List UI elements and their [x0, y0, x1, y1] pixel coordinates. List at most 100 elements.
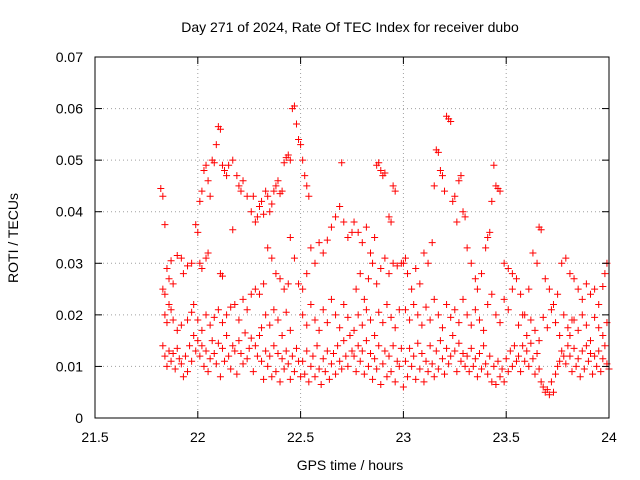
data-point — [354, 342, 362, 350]
data-point — [455, 339, 463, 347]
data-point — [601, 270, 609, 278]
data-point — [574, 355, 582, 363]
chart-title: Day 271 of 2024, Rate Of TEC Index for r… — [181, 19, 519, 35]
data-point — [243, 192, 251, 200]
data-point — [282, 347, 290, 355]
data-point — [496, 373, 504, 381]
data-point — [181, 352, 189, 360]
data-point — [245, 344, 253, 352]
data-point — [200, 166, 208, 174]
data-point — [385, 270, 393, 278]
y-tick-label: 0.07 — [56, 49, 83, 65]
data-point — [578, 347, 586, 355]
data-point — [471, 355, 479, 363]
data-point — [352, 368, 360, 376]
data-point — [179, 270, 187, 278]
data-point — [443, 301, 451, 309]
data-point — [418, 350, 426, 358]
data-point — [169, 280, 177, 288]
data-point — [290, 254, 298, 262]
data-point — [377, 264, 385, 272]
data-point — [580, 365, 588, 373]
data-point — [523, 347, 531, 355]
data-point — [198, 264, 206, 272]
data-point — [202, 161, 210, 169]
data-point — [455, 177, 463, 185]
data-point — [535, 337, 543, 345]
data-point — [206, 355, 214, 363]
data-point — [340, 337, 348, 345]
data-point — [358, 239, 366, 247]
data-point — [159, 192, 167, 200]
data-point — [461, 362, 469, 370]
data-point — [299, 357, 307, 365]
data-point — [568, 368, 576, 376]
data-point — [184, 316, 192, 324]
data-point — [258, 324, 266, 332]
data-point — [247, 208, 255, 216]
data-point — [286, 375, 294, 383]
data-point — [227, 365, 235, 373]
data-point — [377, 166, 385, 174]
data-point — [391, 324, 399, 332]
data-point — [383, 373, 391, 381]
data-point — [373, 365, 381, 373]
data-point — [192, 221, 200, 229]
data-point — [428, 360, 436, 368]
data-point — [362, 337, 370, 345]
data-point — [399, 259, 407, 267]
data-point — [455, 319, 463, 327]
data-point — [212, 360, 220, 368]
data-point — [527, 339, 535, 347]
data-point — [467, 259, 475, 267]
data-point — [364, 275, 372, 283]
data-point — [161, 352, 169, 360]
data-point — [591, 285, 599, 293]
data-point — [274, 177, 282, 185]
data-point — [478, 270, 486, 278]
data-point — [274, 316, 282, 324]
data-point — [480, 326, 488, 334]
data-point — [578, 311, 586, 319]
data-point — [307, 301, 315, 309]
data-point — [566, 331, 574, 339]
data-point — [212, 141, 220, 149]
data-point — [184, 368, 192, 376]
data-point — [506, 347, 514, 355]
data-point — [535, 365, 543, 373]
data-point — [556, 357, 564, 365]
data-point — [502, 355, 510, 363]
data-point — [255, 290, 263, 298]
data-point — [186, 342, 194, 350]
data-point — [276, 275, 284, 283]
data-point — [383, 301, 391, 309]
data-point — [408, 362, 416, 370]
y-tick-label: 0.01 — [56, 358, 83, 374]
data-point — [531, 370, 539, 378]
data-point — [537, 226, 545, 234]
data-point — [159, 342, 167, 350]
data-point — [498, 365, 506, 373]
data-point — [480, 342, 488, 350]
y-tick-label: 0.04 — [56, 204, 83, 220]
data-point — [519, 311, 527, 319]
data-point — [385, 352, 393, 360]
data-point — [323, 319, 331, 327]
data-point — [379, 319, 387, 327]
data-point — [558, 347, 566, 355]
data-point — [401, 254, 409, 262]
data-point — [190, 301, 198, 309]
data-point — [272, 270, 280, 278]
data-point — [399, 383, 407, 391]
data-point — [307, 362, 315, 370]
data-point — [595, 324, 603, 332]
data-point — [512, 357, 520, 365]
data-point — [430, 295, 438, 303]
data-point — [233, 370, 241, 378]
data-point — [410, 301, 418, 309]
data-point — [547, 306, 555, 314]
data-point — [564, 324, 572, 332]
data-point — [362, 306, 370, 314]
